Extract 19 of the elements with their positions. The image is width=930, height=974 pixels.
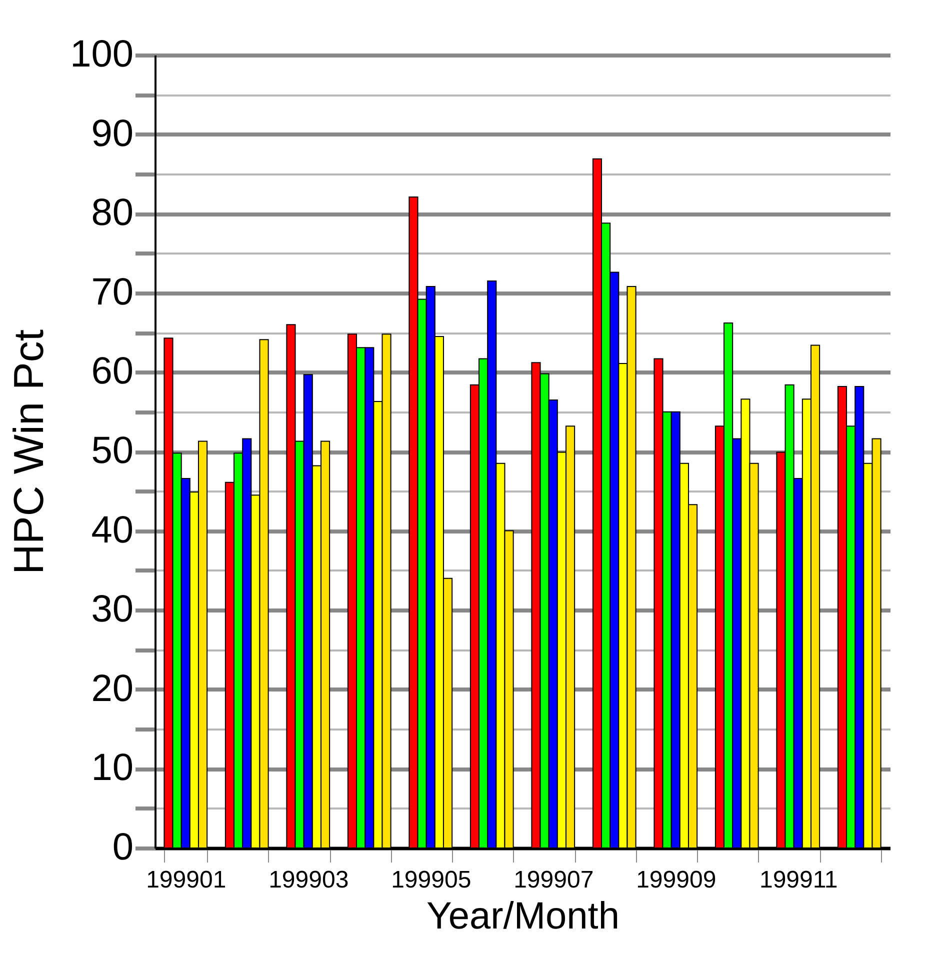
x-tick-label: 199903 [268, 866, 349, 894]
y-tick-label: 80 [91, 192, 134, 234]
y-tick-label: 10 [91, 747, 134, 790]
y-tick-label: 20 [91, 668, 134, 710]
y-tick-label: 60 [91, 350, 134, 393]
y-tick-label: 90 [91, 112, 134, 155]
x-tick-label: 199909 [636, 866, 716, 894]
x-axis-title: Year/Month [426, 896, 620, 938]
y-tick-label: 50 [91, 430, 134, 472]
x-tick-label: 199911 [759, 866, 838, 894]
y-tick-label: 100 [70, 34, 134, 76]
y-tick-label: 0 [112, 826, 134, 868]
x-tick-label: 199905 [391, 866, 472, 894]
x-tick-label: 199907 [514, 866, 594, 894]
y-axis-title: HPC Win Pct [5, 329, 52, 575]
y-tick-label: 40 [91, 509, 134, 552]
x-tick-label: 199901 [146, 866, 226, 894]
y-tick-label: 30 [91, 588, 134, 631]
y-tick-label: 70 [91, 271, 134, 314]
